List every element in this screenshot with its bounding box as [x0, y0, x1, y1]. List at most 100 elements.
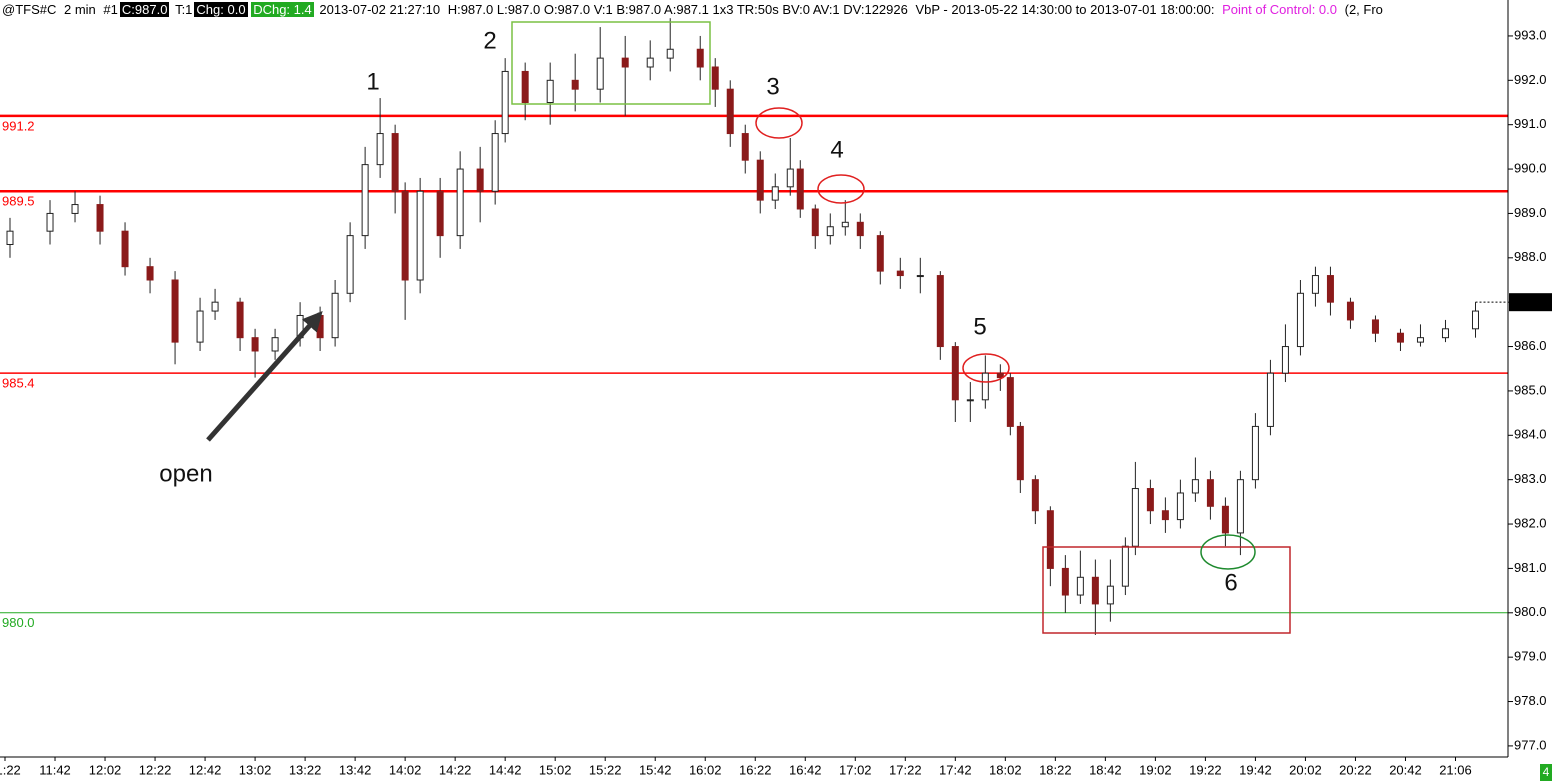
candle-body	[1046, 510, 1054, 569]
candle-body	[391, 133, 399, 192]
y-tick-label: 993.0	[1514, 27, 1547, 42]
y-tick-label: 981.0	[1514, 560, 1547, 575]
candle-body	[1266, 372, 1274, 427]
candle-body	[936, 275, 944, 348]
circle-marker	[755, 107, 803, 139]
candle-body	[476, 168, 484, 192]
candle-body	[646, 57, 654, 68]
candle-body	[1016, 425, 1024, 481]
x-tick-label: 19:22	[1189, 762, 1222, 777]
candle-body	[46, 212, 54, 232]
candle-body	[1146, 488, 1154, 512]
candle-body	[896, 270, 904, 277]
close-value: C:987.0	[119, 2, 170, 17]
candle-body	[346, 235, 354, 294]
level-label: 989.5	[2, 194, 35, 209]
candle-body	[1031, 479, 1039, 512]
y-tick-label: 982.0	[1514, 515, 1547, 530]
candle-body	[361, 164, 369, 237]
x-tick-label: 18:02	[989, 762, 1022, 777]
candle-body	[1416, 337, 1424, 343]
candle-body	[1311, 275, 1319, 294]
y-tick-label: 977.0	[1514, 737, 1547, 752]
x-tick-label: 12:02	[89, 762, 122, 777]
y-tick-label: 983.0	[1514, 471, 1547, 486]
candle-body	[1441, 328, 1449, 339]
x-tick-label: 11:42	[39, 762, 71, 777]
candle-body	[996, 372, 1004, 379]
candle-body	[456, 168, 464, 237]
candle-body	[796, 168, 804, 210]
quote-info: H:987.0 L:987.0 O:987.0 V:1 B:987.0 A:98…	[447, 2, 908, 17]
candle-body	[916, 275, 924, 278]
x-tick-label: 19:42	[1239, 762, 1272, 777]
candle-body	[966, 399, 974, 402]
candle-body	[1121, 545, 1129, 587]
x-tick-label: 12:42	[189, 762, 222, 777]
candle-body	[726, 88, 734, 135]
y-tick-label: 991.0	[1514, 116, 1547, 131]
candle-body	[1326, 275, 1334, 303]
candle-body	[826, 226, 834, 237]
candle-body	[146, 266, 154, 281]
x-tick-label: 20:02	[1289, 762, 1322, 777]
candle-body	[1076, 576, 1084, 596]
y-tick-label: 988.0	[1514, 249, 1547, 264]
arrow	[206, 311, 323, 442]
x-tick-label: 14:02	[389, 762, 422, 777]
candle-body	[546, 79, 554, 104]
annotation: 2	[483, 27, 496, 54]
x-tick-label: 16:42	[789, 762, 822, 777]
candle-body	[741, 133, 749, 161]
candle-body	[491, 133, 499, 192]
candle-body	[171, 279, 179, 343]
x-tick-label: 13:02	[239, 762, 272, 777]
highlight-box	[1042, 546, 1291, 634]
y-tick-label: 979.0	[1514, 649, 1547, 664]
candle-body	[211, 301, 219, 312]
candle-body	[6, 230, 14, 245]
x-tick-label: 20:22	[1339, 762, 1372, 777]
candle-body	[1471, 310, 1479, 330]
x-tick-label: 13:22	[289, 762, 322, 777]
candle-body	[436, 190, 444, 237]
circle-marker	[962, 353, 1010, 383]
timestamp: 2013-07-02 21:27:10	[319, 2, 441, 17]
y-tick-label: 984.0	[1514, 427, 1547, 442]
candle-body	[1131, 488, 1139, 547]
x-tick-label: 21:06	[1439, 762, 1472, 777]
candle-body	[1206, 479, 1214, 507]
y-tick-label: 986.0	[1514, 338, 1547, 353]
candle-body	[1251, 425, 1259, 481]
candle-body	[666, 48, 674, 59]
candle-body	[856, 221, 864, 237]
circle-marker	[1200, 534, 1256, 570]
last-price-label: 987.0	[1512, 294, 1545, 309]
candle-body	[951, 346, 959, 401]
candle-body	[96, 204, 104, 232]
level-label: 985.4	[2, 376, 35, 391]
candle-body	[236, 301, 244, 339]
candle-body	[1396, 332, 1404, 343]
candle-body	[1006, 377, 1014, 427]
candle-body	[1161, 510, 1169, 521]
x-tick-label: 17:02	[839, 762, 872, 777]
x-tick-label: 17:22	[889, 762, 922, 777]
x-tick-label: 15:02	[539, 762, 572, 777]
candle-body	[196, 310, 204, 343]
candle-body	[271, 337, 279, 352]
candle-body	[1191, 479, 1199, 494]
annotation: 6	[1224, 569, 1237, 596]
candle-body	[621, 57, 629, 68]
candle-body	[521, 70, 529, 104]
candle-body	[1091, 576, 1099, 605]
annotation: 5	[973, 313, 986, 340]
candle-body	[331, 292, 339, 339]
chart-id: #1	[103, 2, 118, 17]
x-tick-label: 15:22	[589, 762, 622, 777]
y-tick-label: 978.0	[1514, 693, 1547, 708]
x-tick-label: 12:22	[139, 762, 172, 777]
candle-body	[786, 168, 794, 188]
candle-body	[1281, 346, 1289, 374]
candle-body	[401, 190, 409, 281]
